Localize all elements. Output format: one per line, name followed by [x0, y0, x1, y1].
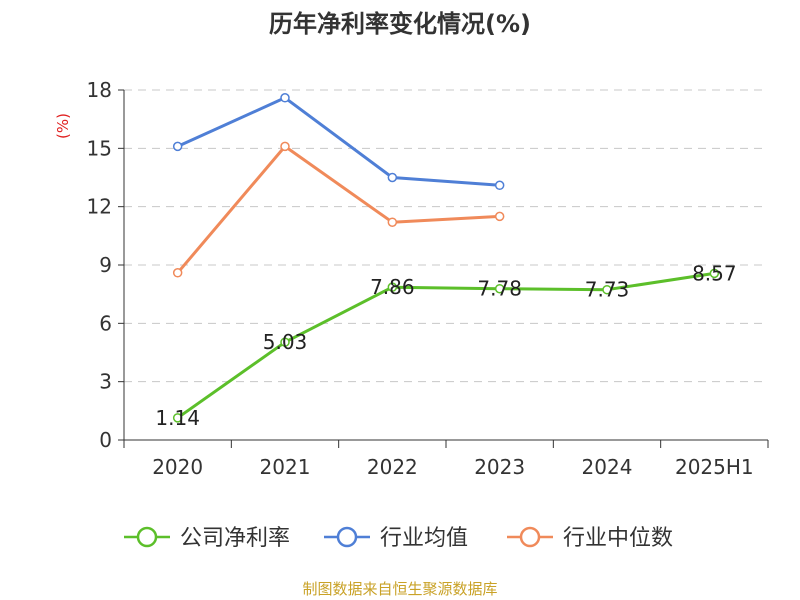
legend-label: 公司净利率	[180, 526, 290, 551]
x-tick-label: 2020	[152, 455, 203, 479]
data-label: 7.78	[477, 277, 522, 301]
data-point	[172, 413, 183, 423]
legend-label: 行业均值	[380, 526, 468, 551]
x-tick-label: 2024	[582, 455, 633, 479]
grid-lines	[124, 89, 768, 383]
x-tick-label: 2025H1	[675, 455, 754, 479]
series-line-1	[177, 96, 500, 187]
data-point	[172, 141, 183, 152]
source-note: 制图数据来自恒生聚源数据库	[302, 580, 498, 598]
legend-marker	[336, 526, 358, 548]
y-tick-label: 18	[87, 78, 112, 102]
data-point	[280, 337, 290, 347]
y-tick-label: 12	[87, 195, 112, 219]
chart-title: 历年净利率变化情况(%)	[269, 10, 531, 38]
data-point	[280, 93, 290, 103]
data-point	[494, 180, 505, 191]
series-line-0	[176, 271, 715, 420]
data-point	[494, 211, 505, 222]
y-tick-label: 15	[87, 136, 112, 160]
series-lines	[176, 96, 715, 420]
axes: 0 3 6 9 12 15 18 2020 2021 2022 2023 2024 2025H1 (%)	[54, 78, 769, 479]
data-points	[172, 93, 720, 423]
data-label: 1.14	[155, 406, 200, 430]
legend-marker	[519, 526, 541, 548]
data-point	[709, 268, 720, 279]
x-tick-label: 2021	[260, 455, 311, 479]
y-tick-label: 3	[99, 370, 112, 394]
y-tick-label: 9	[99, 253, 112, 277]
data-label: 7.73	[585, 278, 630, 302]
data-point	[387, 217, 398, 227]
x-tick-label: 2023	[474, 455, 525, 479]
series-line-2	[176, 144, 500, 274]
data-label: 7.86	[370, 275, 415, 299]
data-point	[387, 282, 398, 292]
data-labels: 1.14 5.03 7.86 7.78 7.73 8.57	[155, 261, 736, 429]
x-tick-label: 2022	[367, 455, 418, 479]
data-label: 5.03	[263, 330, 308, 354]
y-axis-label: (%)	[54, 113, 72, 139]
y-tick-label: 6	[99, 311, 112, 335]
data-point	[172, 268, 183, 278]
legend-marker	[136, 526, 158, 548]
legend-label: 行业中位数	[563, 526, 673, 551]
legend: 公司净利率 行业均值 行业中位数	[124, 526, 673, 551]
data-point	[494, 283, 505, 294]
data-label: 8.57	[692, 261, 737, 285]
data-point	[280, 141, 290, 152]
data-point	[387, 172, 398, 183]
y-tick-label: 0	[99, 428, 112, 452]
data-point	[602, 284, 612, 295]
